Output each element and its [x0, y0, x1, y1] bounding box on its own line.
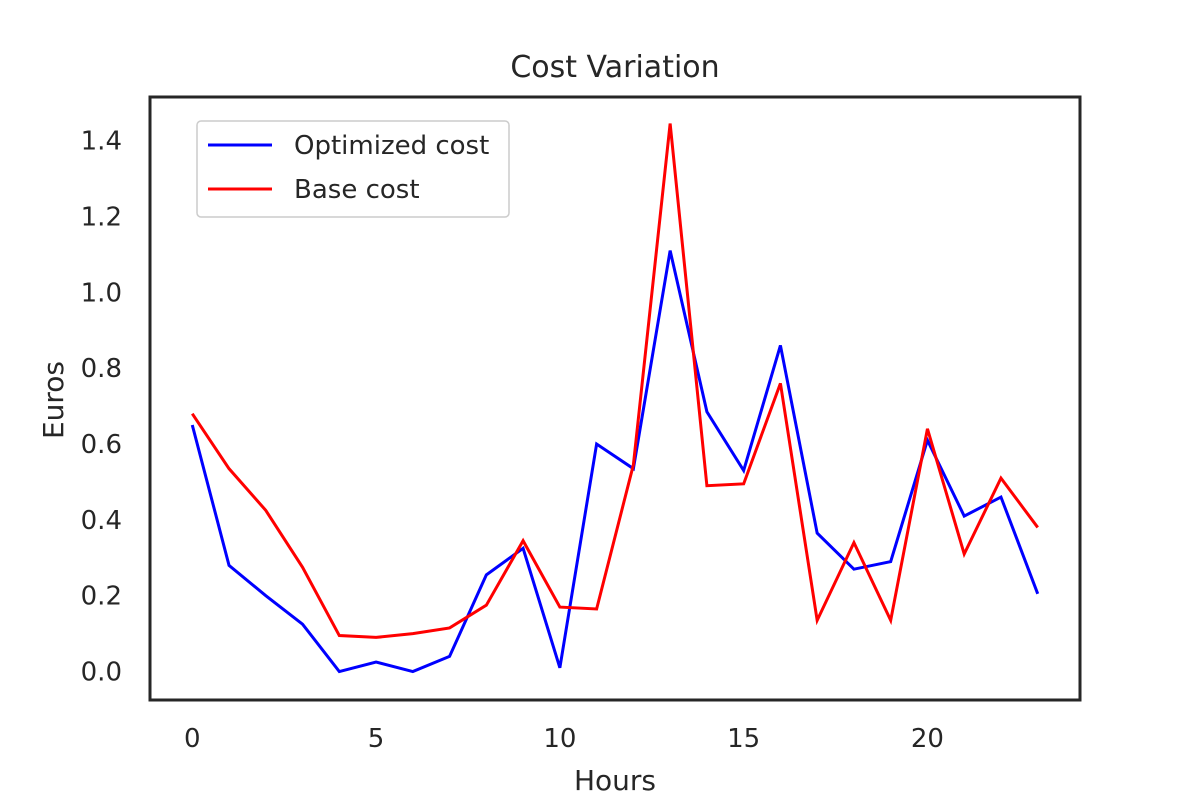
x-tick-label: 20	[911, 724, 944, 754]
y-tick-label: 0.8	[81, 354, 122, 384]
x-tick-label: 0	[184, 724, 201, 754]
chart-title: Cost Variation	[510, 50, 719, 85]
y-tick-label: 0.2	[81, 582, 122, 612]
y-tick-label: 0.0	[81, 658, 122, 688]
legend-box	[196, 120, 510, 218]
legend: Optimized cost Base cost	[196, 120, 510, 218]
y-tick-label: 1.2	[81, 202, 122, 232]
x-tick-label: 5	[368, 724, 385, 754]
y-tick-label: 0.4	[81, 506, 122, 536]
legend-label: Optimized cost	[294, 131, 489, 161]
x-axis-label: Hours	[574, 764, 656, 797]
plot-frame	[148, 95, 1082, 702]
y-tick-label: 0.6	[81, 430, 122, 460]
y-axis-label: Euros	[37, 361, 70, 439]
series-lines	[190, 123, 1040, 674]
y-tick-label: 1.4	[81, 127, 122, 157]
legend-label: Base cost	[294, 175, 420, 205]
series-line-base-cost	[191, 123, 1039, 639]
y-tick-label: 1.0	[81, 278, 122, 308]
axis-ticks: 0 5 10 15 20 0.0 0.2 0.4 0.6 0.8 1.0 1.2 1.4	[81, 127, 944, 754]
x-tick-label: 10	[543, 724, 576, 754]
x-tick-label: 15	[727, 724, 760, 754]
series-line-optimized-cost	[190, 250, 1040, 674]
